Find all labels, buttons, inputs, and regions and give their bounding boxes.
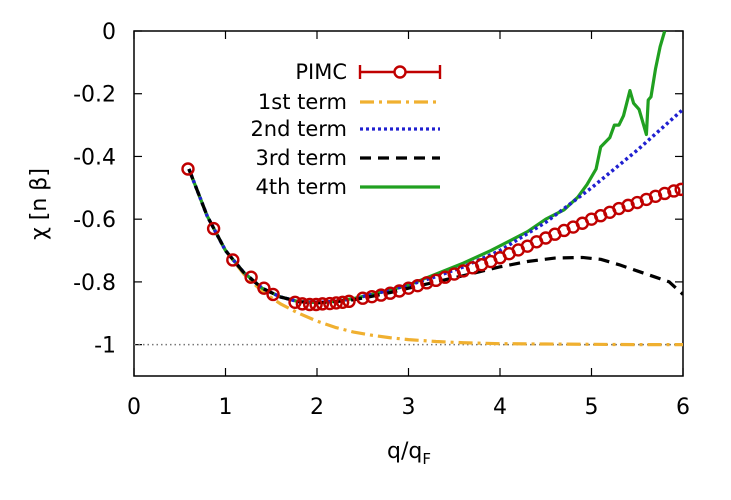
- y-tick-label: -0.6: [73, 208, 116, 233]
- legend-label: 4th term: [256, 175, 347, 199]
- pimc-point: [365, 289, 379, 304]
- pimc-point: [302, 297, 317, 312]
- pimc-point: [674, 182, 683, 197]
- x-tick-label: 6: [676, 395, 690, 420]
- pimc-point: [181, 162, 195, 176]
- y-tick-label: -0.8: [73, 271, 116, 296]
- x-tick-label: 3: [402, 395, 416, 420]
- legend-label: PIMC: [295, 60, 347, 84]
- pimc-point: [309, 297, 323, 312]
- y-tick-label: -0.4: [73, 145, 116, 170]
- pimc-point: [374, 288, 388, 302]
- pimc-point: [342, 294, 356, 309]
- y-tick-label: -0.2: [73, 83, 116, 108]
- x-tick-label: 5: [585, 395, 599, 420]
- pimc-point: [356, 291, 370, 305]
- y-tick-label: 0: [102, 20, 116, 45]
- series-line-1st-term: [187, 168, 683, 347]
- pimc-point: [329, 296, 343, 310]
- x-tick-label: 1: [219, 395, 233, 420]
- pimc-point: [383, 286, 397, 300]
- x-axis-title: q/qF: [387, 439, 431, 468]
- pimc-point: [226, 253, 240, 267]
- legend: PIMC 1st term 2nd term 3rd term 4th term: [250, 60, 442, 199]
- pimc-point: [266, 287, 280, 302]
- pimc-point: [206, 221, 221, 236]
- legend-sample-pimc-marker: [393, 65, 407, 79]
- x-axis-title-sub: F: [422, 450, 431, 468]
- pimc-point: [315, 297, 330, 311]
- pimc-point: [335, 295, 350, 309]
- pimc-point: [295, 297, 310, 311]
- plot-frame: [133, 30, 684, 377]
- legend-label: 2nd term: [250, 117, 347, 141]
- y-tick-label: -1: [94, 334, 116, 359]
- x-tick-label: 0: [127, 395, 141, 420]
- x-axis-title-main: q/q: [387, 439, 422, 464]
- y-axis-title: χ [n β]: [27, 168, 52, 240]
- pimc-point: [667, 184, 681, 198]
- pimc-point: [257, 281, 271, 295]
- pimc-point: [323, 296, 337, 311]
- legend-label: 1st term: [258, 90, 347, 114]
- legend-label: 3rd term: [255, 146, 347, 170]
- x-tick-label: 2: [310, 395, 324, 420]
- pimc-point: [244, 270, 258, 284]
- series-line-3rd-term: [187, 168, 683, 305]
- series-layer: [181, 31, 683, 347]
- x-axis: 0 1 2 3 4 5 6: [127, 31, 690, 420]
- y-axis: 0 -0.2 -0.4 -0.6 -0.8 -1: [73, 20, 683, 359]
- pimc-point: [288, 295, 302, 309]
- x-tick-label: 4: [493, 395, 507, 420]
